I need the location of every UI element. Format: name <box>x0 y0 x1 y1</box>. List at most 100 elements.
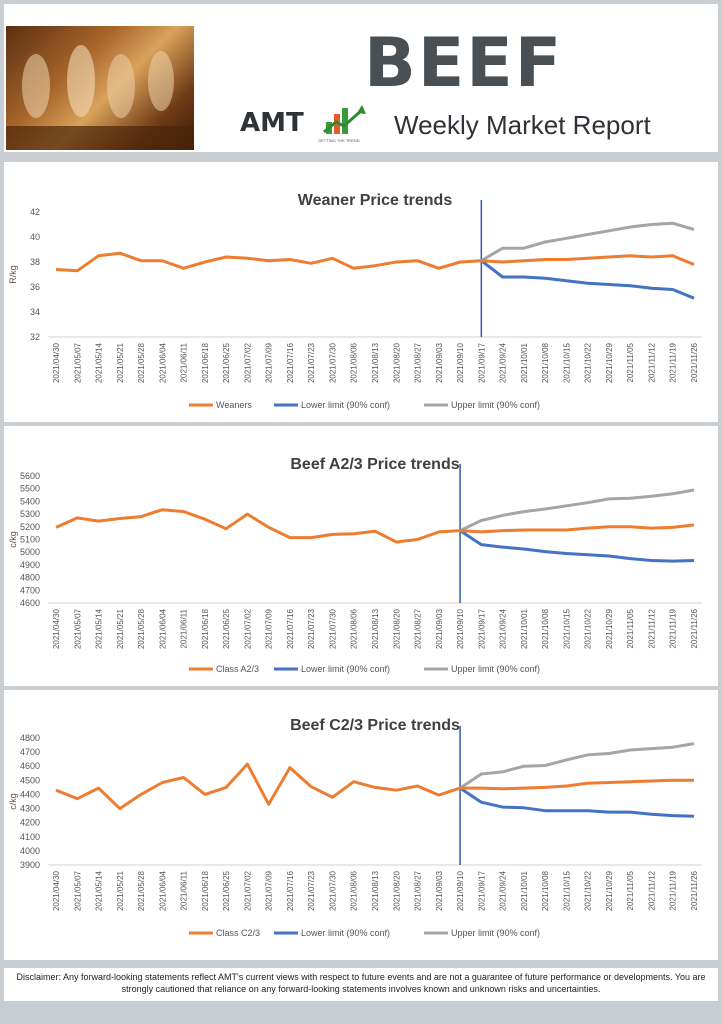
x-tick-label: 2021/09/24 <box>499 608 508 649</box>
x-tick-label: 2021/05/21 <box>116 608 125 649</box>
legend-label-actual: Class A2/3 <box>216 664 259 674</box>
logo-tagline: GETTING THE TREND <box>318 138 360 143</box>
x-tick-label: 2021/08/13 <box>371 870 380 911</box>
series-line-actual <box>55 251 695 273</box>
x-tick-label: 2021/06/11 <box>180 342 189 382</box>
x-tick-label: 2021/06/11 <box>180 608 189 648</box>
x-tick-label: 2021/05/07 <box>73 608 82 649</box>
y-axis-label: c/kg <box>8 531 18 548</box>
chart-title: Beef C2/3 Price trends <box>290 717 460 734</box>
x-tick-label: 2021/06/04 <box>158 342 167 383</box>
x-tick-label: 2021/09/10 <box>456 870 465 911</box>
x-tick-label: 2021/09/24 <box>499 342 508 383</box>
x-tick-label: 2021/06/18 <box>201 342 210 383</box>
x-tick-label: 2021/10/22 <box>584 342 593 383</box>
chart-title: Beef A2/3 Price trends <box>290 456 459 473</box>
x-tick-label: 2021/10/08 <box>541 608 550 649</box>
y-tick-label: 5400 <box>20 496 40 506</box>
series-line-lower <box>459 529 695 563</box>
y-axis-label: c/kg <box>8 793 18 810</box>
y-tick-label: 4700 <box>20 585 40 595</box>
x-tick-label: 2021/10/08 <box>541 342 550 383</box>
amt-logo: AMT GETTING THE TREND <box>240 100 380 148</box>
series-line-upper <box>459 488 695 532</box>
x-tick-label: 2021/08/13 <box>371 342 380 383</box>
x-tick-label: 2021/08/27 <box>414 608 423 649</box>
legend-label-actual: Weaners <box>216 400 252 410</box>
legend-label-lower: Lower limit (90% conf) <box>301 664 390 674</box>
disclaimer-text: Disclaimer: Any forward-looking statemen… <box>4 968 718 1001</box>
x-tick-label: 2021/07/16 <box>286 608 295 649</box>
x-tick-label: 2021/11/19 <box>669 870 678 910</box>
legend-label-upper: Upper limit (90% conf) <box>451 400 540 410</box>
x-tick-label: 2021/06/04 <box>158 608 167 649</box>
x-tick-label: 2021/06/04 <box>158 870 167 911</box>
beef-a23-price-chart: Beef A2/3 Price trends c/kg 4600 4700 4800 49… <box>8 456 702 674</box>
x-tick-label: 2021/10/22 <box>584 870 593 911</box>
report-title: BEEF <box>364 24 564 103</box>
y-tick-label: 3900 <box>20 860 40 870</box>
x-tick-label: 2021/05/14 <box>95 870 104 911</box>
x-tick-label: 2021/08/06 <box>350 608 359 649</box>
x-tick-label: 2021/05/21 <box>116 342 125 383</box>
cattle-photo <box>6 26 194 150</box>
x-tick-label: 2021/07/02 <box>243 342 252 383</box>
y-tick-label: 4700 <box>20 747 40 757</box>
y-tick-label: 5000 <box>20 547 40 557</box>
x-tick-label: 2021/07/09 <box>265 870 274 911</box>
x-tick-label: 2021/09/17 <box>477 608 486 649</box>
x-tick-label: 2021/09/10 <box>456 342 465 383</box>
x-tick-label: 2021/10/29 <box>605 342 614 383</box>
y-tick-label: 4800 <box>20 573 40 583</box>
y-axis-label: R/kg <box>8 265 18 284</box>
x-tick-label: 2021/09/03 <box>435 870 444 911</box>
legend-label-upper: Upper limit (90% conf) <box>451 664 540 674</box>
x-tick-label: 2021/11/12 <box>647 342 656 382</box>
y-tick-label: 4100 <box>20 832 40 842</box>
y-tick-label: 4500 <box>20 775 40 785</box>
beef-c23-price-chart: Beef C2/3 Price trends c/kg 3900 4000 4100 42… <box>8 717 702 938</box>
x-tick-label: 2021/08/20 <box>392 342 401 383</box>
logo-text: AMT <box>240 108 304 138</box>
x-tick-label: 2021/11/05 <box>626 608 635 648</box>
x-tick-label: 2021/10/29 <box>605 870 614 911</box>
x-tick-label: 2021/11/26 <box>690 608 699 648</box>
x-tick-label: 2021/09/03 <box>435 608 444 649</box>
x-tick-label: 2021/08/27 <box>414 342 423 383</box>
x-tick-label: 2021/05/28 <box>137 870 146 911</box>
series-line-lower <box>459 786 695 818</box>
y-tick-label: 5100 <box>20 535 40 545</box>
legend-label-actual: Class C2/3 <box>216 928 260 938</box>
c23-chart-panel: Beef C2/3 Price trends c/kg 3900 4000 4100 42… <box>4 690 718 960</box>
x-tick-label: 2021/07/02 <box>243 608 252 649</box>
x-tick-label: 2021/10/22 <box>584 608 593 649</box>
x-tick-label: 2021/05/07 <box>73 870 82 911</box>
report-subtitle: Weekly Market Report <box>394 110 651 140</box>
x-tick-label: 2021/11/19 <box>669 342 678 382</box>
x-tick-label: 2021/10/15 <box>562 608 571 649</box>
x-tick-label: 2021/07/30 <box>328 608 337 649</box>
x-tick-label: 2021/08/13 <box>371 608 380 649</box>
x-tick-label: 2021/09/17 <box>477 342 486 383</box>
chart-title: Weaner Price trends <box>298 192 453 209</box>
x-tick-label: 2021/10/15 <box>562 342 571 383</box>
y-tick-label: 4600 <box>20 761 40 771</box>
x-tick-label: 2021/05/07 <box>73 342 82 383</box>
x-tick-label: 2021/07/30 <box>328 342 337 383</box>
x-tick-label: 2021/09/24 <box>499 870 508 911</box>
x-tick-label: 2021/07/23 <box>307 870 316 911</box>
x-tick-label: 2021/08/27 <box>414 870 423 911</box>
x-tick-label: 2021/06/25 <box>222 342 231 383</box>
x-tick-label: 2021/05/14 <box>95 342 104 383</box>
x-tick-label: 2021/11/12 <box>647 608 656 648</box>
x-tick-label: 2021/10/01 <box>520 608 529 649</box>
y-tick-label: 36 <box>30 282 40 292</box>
x-tick-label: 2021/06/25 <box>222 608 231 649</box>
x-tick-label: 2021/08/06 <box>350 870 359 911</box>
x-tick-label: 2021/09/10 <box>456 608 465 649</box>
x-tick-label: 2021/06/11 <box>180 870 189 910</box>
logo-bars-icon <box>323 105 366 134</box>
x-tick-label: 2021/05/28 <box>137 608 146 649</box>
x-tick-label: 2021/10/15 <box>562 870 571 911</box>
x-tick-label: 2021/05/21 <box>116 870 125 911</box>
